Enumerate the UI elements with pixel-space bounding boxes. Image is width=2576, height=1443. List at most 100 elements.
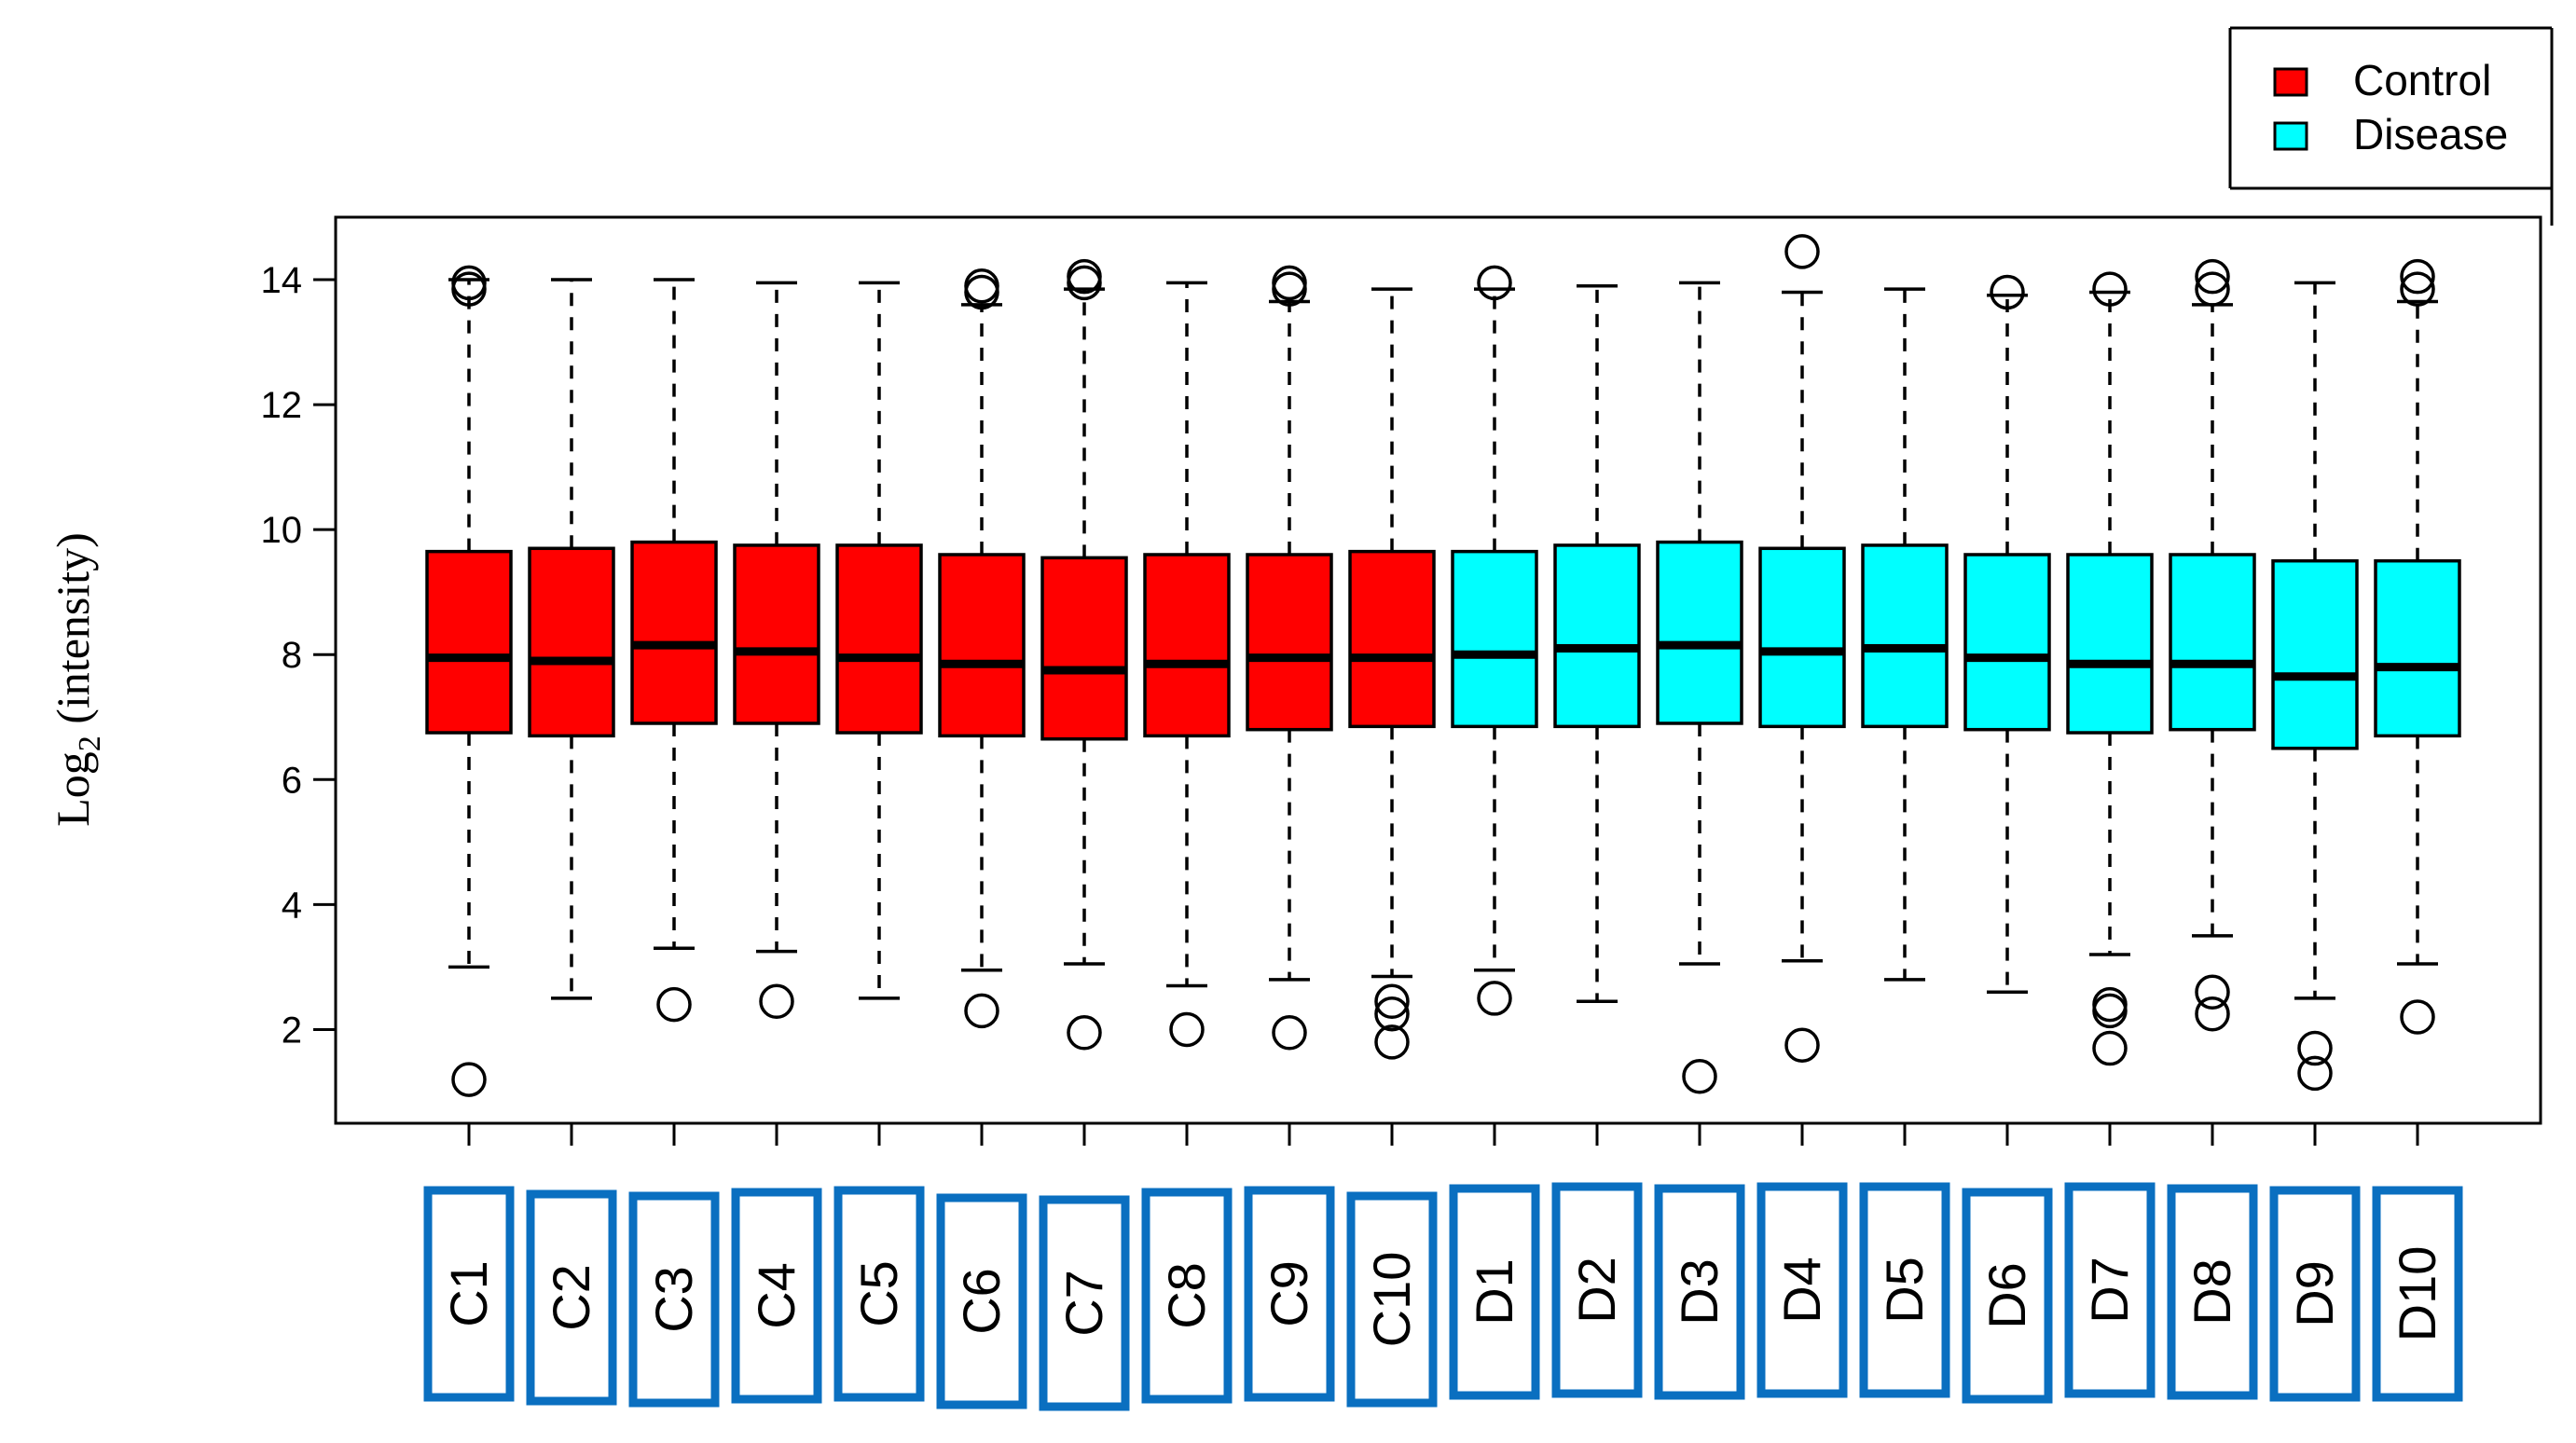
outlier-point bbox=[1682, 1058, 1717, 1094]
y-tick-label: 2 bbox=[282, 1010, 302, 1051]
sample-label-text: C5 bbox=[849, 1260, 908, 1327]
sample-label-box bbox=[526, 1189, 617, 1406]
sample-label-box bbox=[423, 1186, 515, 1402]
sample-label-D2: D2 bbox=[1551, 1182, 1643, 1398]
sample-label-box bbox=[2269, 1186, 2361, 1402]
sample-label-C10: C10 bbox=[1346, 1191, 1438, 1408]
sample-label-D3: D3 bbox=[1654, 1184, 1745, 1400]
box-D1 bbox=[1451, 265, 1538, 1016]
iqr-box bbox=[1143, 553, 1231, 738]
sample-label-text: D7 bbox=[2080, 1257, 2139, 1324]
iqr-box bbox=[1348, 549, 1436, 729]
outlier-point bbox=[964, 268, 999, 304]
legend-label-control: Control bbox=[2353, 56, 2491, 104]
sample-label-text: D3 bbox=[1670, 1258, 1729, 1326]
outlier-point bbox=[1784, 1027, 1820, 1063]
sample-label-box bbox=[1449, 1184, 1540, 1400]
sample-label-box bbox=[1244, 1186, 1335, 1402]
sample-label-text: C6 bbox=[952, 1268, 1011, 1335]
sample-label-box bbox=[1859, 1182, 1950, 1398]
legend-swatch-control bbox=[2273, 67, 2308, 97]
outlier-point bbox=[2297, 1055, 2333, 1092]
sample-label-text: D8 bbox=[2183, 1258, 2241, 1326]
sample-label-box bbox=[2064, 1182, 2156, 1398]
y-tick-label: 12 bbox=[261, 385, 303, 426]
box-C7 bbox=[1040, 258, 1128, 1051]
outlier-point bbox=[2400, 271, 2435, 307]
outlier-point bbox=[1169, 1011, 1205, 1048]
box-C10 bbox=[1348, 287, 1436, 1060]
y-axis-label: Log2 (intensity) bbox=[47, 532, 107, 827]
sample-label-box bbox=[1962, 1188, 2053, 1404]
box-C4 bbox=[733, 281, 820, 1020]
box-D9 bbox=[2271, 281, 2359, 1092]
outlier-point bbox=[2195, 974, 2230, 1010]
outlier-point bbox=[1272, 1015, 1307, 1051]
box-C8 bbox=[1143, 281, 1231, 1048]
y-tick-label: 4 bbox=[282, 885, 302, 926]
outlier-point bbox=[2092, 1030, 2128, 1066]
sample-label-text: D1 bbox=[1465, 1258, 1523, 1326]
box-C2 bbox=[528, 278, 615, 1000]
sample-label-D10: D10 bbox=[2372, 1186, 2463, 1402]
y-axis-label-subscript: 2 bbox=[73, 735, 107, 751]
sample-label-C3: C3 bbox=[628, 1191, 720, 1408]
sample-label-text: C1 bbox=[439, 1260, 498, 1327]
sample-label-text: C3 bbox=[644, 1266, 703, 1333]
box-D2 bbox=[1553, 283, 1641, 1004]
sample-label-C2: C2 bbox=[526, 1189, 617, 1406]
box-C1 bbox=[425, 265, 513, 1097]
outlier-point bbox=[1374, 996, 1410, 1032]
outlier-point bbox=[1272, 265, 1307, 301]
outlier-point bbox=[1374, 983, 1410, 1020]
y-axis-label-base: Log bbox=[47, 751, 99, 827]
plot-area-border bbox=[334, 215, 2542, 1125]
sample-label-text: D6 bbox=[1977, 1262, 2036, 1329]
sample-label-box bbox=[2167, 1184, 2258, 1400]
iqr-box bbox=[1656, 540, 1743, 725]
sample-label-C6: C6 bbox=[936, 1193, 1027, 1409]
sample-label-C5: C5 bbox=[833, 1186, 925, 1402]
iqr-box bbox=[1040, 556, 1128, 741]
outlier-point bbox=[451, 271, 487, 307]
iqr-box bbox=[938, 553, 1026, 738]
box-D4 bbox=[1758, 234, 1846, 1063]
box-C5 bbox=[835, 281, 923, 1000]
sample-label-D4: D4 bbox=[1756, 1182, 1848, 1398]
box-D3 bbox=[1656, 281, 1743, 1094]
sample-label-box bbox=[1141, 1188, 1233, 1404]
sample-label-text: C10 bbox=[1362, 1252, 1421, 1348]
sample-label-text: C9 bbox=[1260, 1260, 1318, 1327]
sample-label-D1: D1 bbox=[1449, 1184, 1540, 1400]
box-C3 bbox=[630, 278, 718, 1023]
box-D5 bbox=[1861, 287, 1949, 982]
sample-label-text: C8 bbox=[1157, 1262, 1216, 1329]
sample-label-C7: C7 bbox=[1039, 1195, 1130, 1411]
sample-label-box bbox=[1756, 1182, 1848, 1398]
iqr-box bbox=[528, 546, 615, 738]
box-C6 bbox=[938, 268, 1026, 1029]
iqr-box bbox=[425, 549, 513, 735]
y-tick-label: 6 bbox=[282, 760, 302, 801]
outlier-point bbox=[1067, 265, 1102, 301]
sample-label-box bbox=[1346, 1191, 1438, 1408]
sample-label-D6: D6 bbox=[1962, 1188, 2053, 1404]
outlier-point bbox=[1784, 234, 1820, 269]
iqr-box bbox=[2271, 558, 2359, 750]
box-D8 bbox=[2169, 258, 2256, 1032]
sample-label-text: D4 bbox=[1772, 1257, 1831, 1324]
y-tick-label: 8 bbox=[282, 635, 302, 676]
outlier-point bbox=[2092, 986, 2128, 1023]
sample-label-D7: D7 bbox=[2064, 1182, 2156, 1398]
box-D10 bbox=[2374, 258, 2461, 1035]
sample-label-box bbox=[936, 1193, 1027, 1409]
box-D6 bbox=[1963, 274, 2051, 994]
sample-label-box bbox=[833, 1186, 925, 1402]
sample-label-C9: C9 bbox=[1244, 1186, 1335, 1402]
y-tick-label: 14 bbox=[261, 260, 303, 301]
outlier-point bbox=[2400, 258, 2435, 295]
box-D7 bbox=[2066, 271, 2154, 1066]
sample-label-D9: D9 bbox=[2269, 1186, 2361, 1402]
iqr-box bbox=[2066, 553, 2154, 735]
